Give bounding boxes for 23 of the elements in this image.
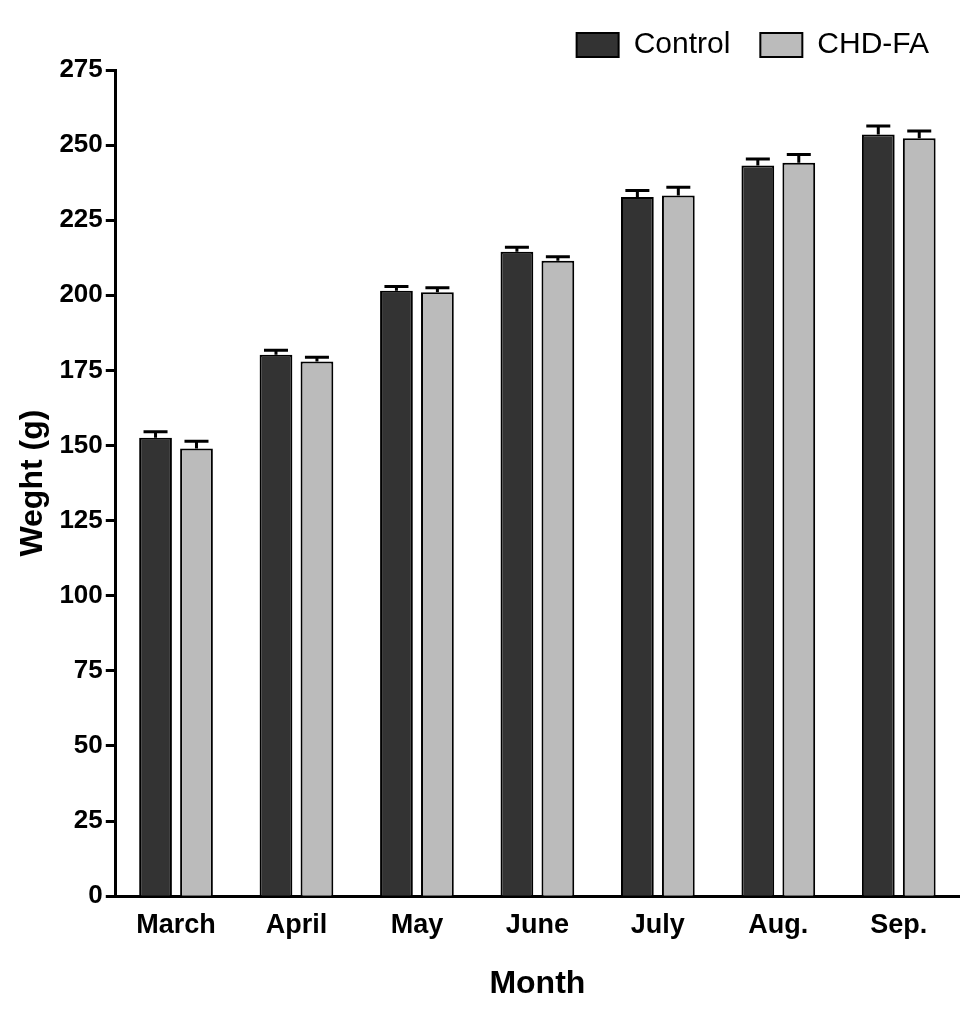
x-tick-label: April xyxy=(265,908,328,939)
x-tick-label: June xyxy=(505,908,569,939)
x-axis-title: Month xyxy=(489,963,586,1000)
y-tick-label: 225 xyxy=(59,203,103,234)
y-tick-label: 75 xyxy=(73,654,103,685)
x-tick-label: March xyxy=(136,908,216,939)
x-tick-label: July xyxy=(630,908,685,939)
y-tick-label: 150 xyxy=(59,428,103,459)
y-tick-label: 0 xyxy=(88,879,103,910)
y-tick-label: 275 xyxy=(59,53,103,84)
x-tick-label: Sep. xyxy=(870,908,928,939)
y-tick-label: 25 xyxy=(73,804,103,835)
y-tick-label: 100 xyxy=(59,578,103,609)
y-axis-title: Weght (g) xyxy=(13,409,50,557)
y-tick-label: 50 xyxy=(73,729,103,760)
y-tick-label: 200 xyxy=(59,278,103,309)
x-tick-label: May xyxy=(390,908,444,939)
y-tick-label: 250 xyxy=(59,128,103,159)
legend-label: Control xyxy=(633,26,731,60)
y-tick-label: 125 xyxy=(59,503,103,534)
legend-label: CHD-FA xyxy=(817,26,930,60)
x-tick-label: Aug. xyxy=(748,908,809,939)
y-tick-label: 175 xyxy=(59,353,103,384)
